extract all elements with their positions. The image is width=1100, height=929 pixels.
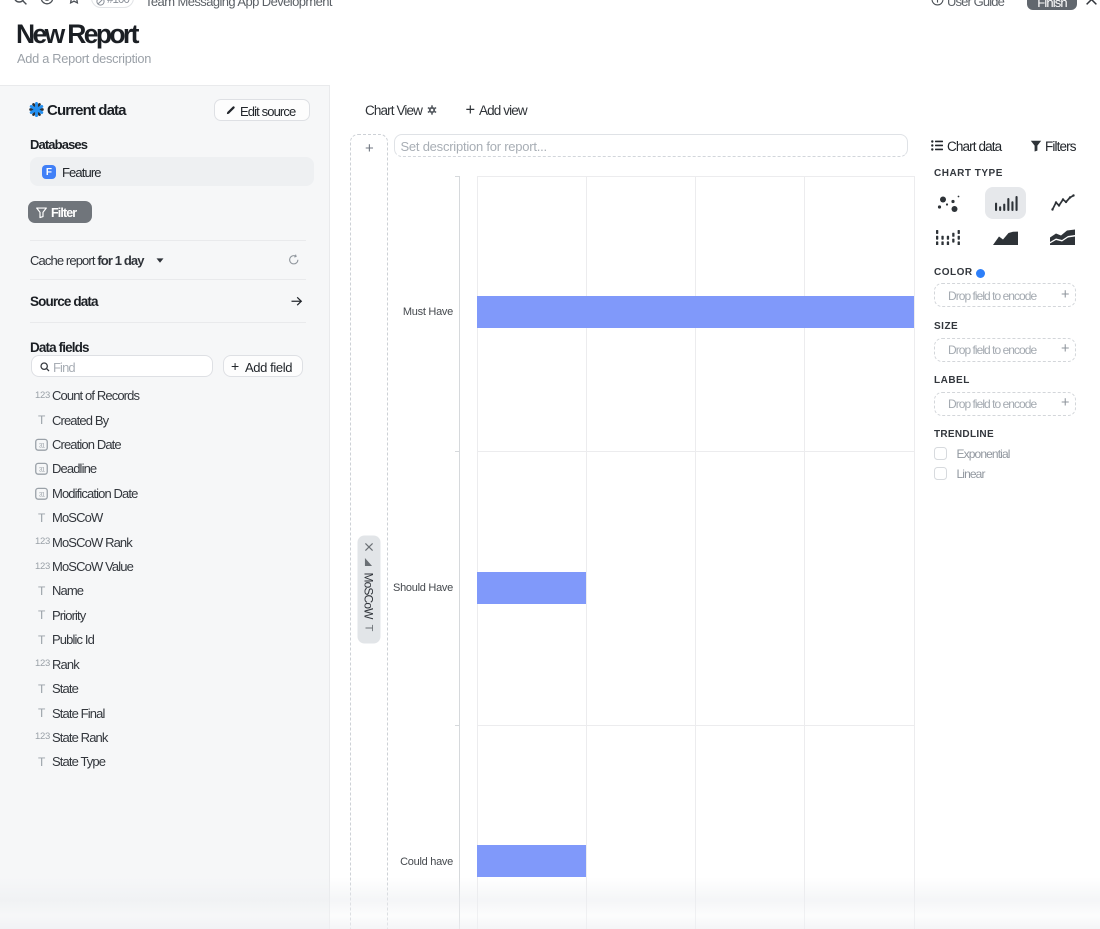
svg-text:31: 31: [39, 467, 46, 474]
svg-text:31: 31: [39, 491, 46, 498]
svg-text:31: 31: [39, 443, 46, 450]
